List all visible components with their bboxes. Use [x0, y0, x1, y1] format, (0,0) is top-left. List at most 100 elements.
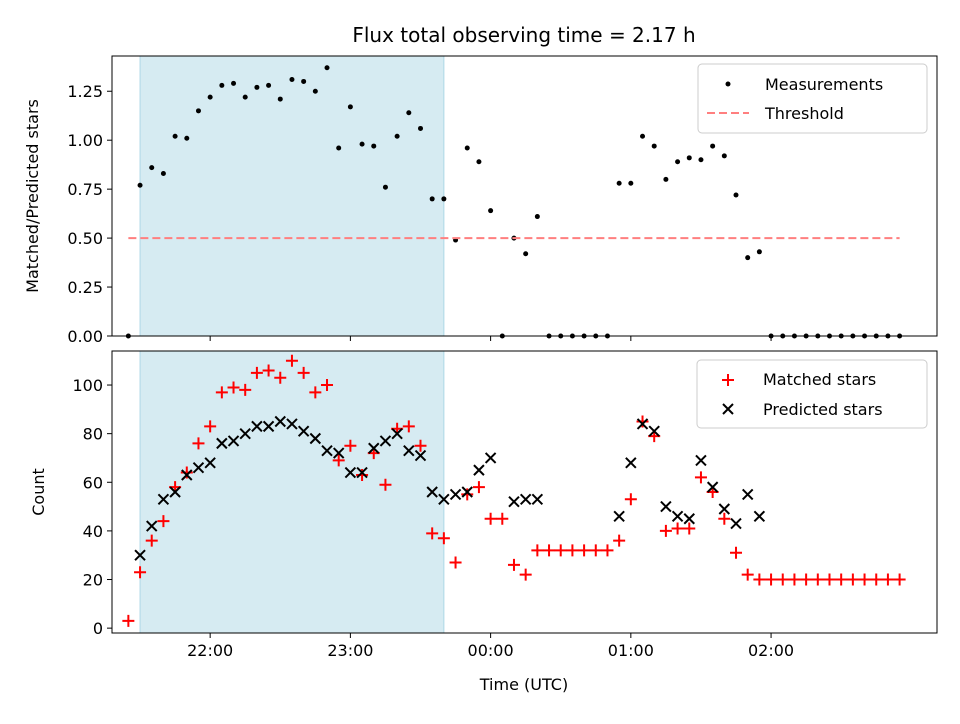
predicted-stars-point: [414, 449, 427, 462]
chart-title: Flux total observing time = 2.17 h: [352, 23, 695, 47]
bottom-observing-span: [139, 350, 445, 634]
matched-stars-point: [519, 568, 532, 581]
predicted-stars-point: [239, 427, 251, 440]
measurements-point: [359, 141, 365, 147]
legend-matched-marker: [722, 374, 734, 386]
matched-stars-point: [215, 386, 228, 399]
matched-stars-point: [332, 454, 345, 467]
measurements-point: [429, 196, 435, 202]
predicted-stars-point: [274, 415, 286, 428]
measurements-point: [616, 180, 622, 186]
legend-measurements-marker: [725, 81, 731, 87]
predicted-stars-point: [216, 437, 228, 450]
matched-stars-point: [554, 544, 567, 557]
matched-stars-point: [659, 524, 672, 537]
predicted-stars-point: [484, 452, 497, 464]
measurements-point: [651, 143, 657, 149]
matched-stars-point: [449, 556, 462, 569]
matched-stars-point: [870, 573, 883, 586]
matched-stars-point: [309, 386, 322, 399]
predicted-stars-point: [379, 435, 392, 447]
measurements-point: [160, 170, 166, 176]
predicted-stars-point: [332, 447, 345, 459]
predicted-stars-point: [368, 442, 380, 454]
matched-stars-point: [402, 420, 415, 433]
bottom-y-axis-label: Count: [29, 468, 48, 516]
measurements-point: [324, 65, 330, 71]
matched-stars-point: [730, 546, 743, 559]
measurements-point: [523, 251, 529, 257]
top-plot-frame: [111, 55, 938, 337]
predicted-stars-point: [671, 510, 684, 523]
predicted-stars-point: [344, 466, 357, 479]
measurements-point: [675, 159, 681, 165]
measurements-point: [172, 133, 178, 139]
top-y-tick-label: 1.00: [67, 131, 103, 150]
matched-stars-point: [613, 534, 626, 547]
top-y-tick-label: 0.75: [67, 180, 103, 199]
top-marks: [125, 65, 903, 339]
measurements-point: [242, 94, 248, 100]
measurements-point: [745, 255, 751, 261]
predicted-stars-point: [473, 464, 485, 476]
matched-stars-point: [589, 544, 602, 557]
matched-stars-point: [531, 544, 544, 557]
predicted-stars-point: [519, 493, 532, 506]
predicted-stars-point: [321, 444, 333, 457]
measurements-point: [628, 180, 634, 186]
top-observing-span: [139, 55, 445, 337]
measurements-point: [476, 159, 482, 165]
legend-predicted-marker: [722, 403, 734, 415]
bottom-y-tick-label: 0: [93, 619, 103, 638]
measurements-point: [184, 135, 190, 141]
measurements-point: [289, 76, 295, 82]
matched-stars-point: [437, 532, 450, 545]
matched-stars-point: [496, 512, 509, 525]
predicted-stars-point: [741, 488, 754, 501]
top-panel: 0.00 0.25 0.50 0.75 1.00 1.25 Matched/Predict…: [23, 55, 938, 346]
bottom-y-ticks: 0 20 40 60 80 100: [72, 376, 112, 638]
bottom-y-tick-label: 40: [83, 522, 103, 541]
top-y-axis-label: Matched/Predicted stars: [23, 99, 42, 293]
matched-stars-point: [776, 573, 789, 586]
matched-stars-point: [321, 379, 334, 392]
top-x-ticks: [209, 336, 772, 341]
bottom-y-tick-label: 60: [83, 473, 103, 492]
matched-stars-point: [741, 568, 754, 581]
legend-predicted-label: Predicted stars: [763, 400, 883, 419]
matched-stars-point: [543, 544, 556, 557]
bottom-panel: 22:00 23:00 00:00 01:00 02:00 0 20 40 60 80 100 C…: [29, 350, 938, 694]
predicted-stars-point: [625, 457, 637, 469]
measurements-point: [266, 82, 272, 88]
measurements-point: [733, 192, 739, 198]
matched-stars-point: [192, 437, 205, 450]
matched-stars-point: [624, 493, 637, 506]
bottom-x-tick-label: 01:00: [608, 641, 654, 660]
bottom-legend: Matched stars Predicted stars: [696, 359, 928, 429]
matched-stars-point: [578, 544, 591, 557]
measurements-point: [312, 88, 318, 94]
measurements-point: [756, 249, 762, 255]
bottom-x-tick-label: 23:00: [327, 641, 373, 660]
top-y-tick-label: 1.25: [67, 82, 103, 101]
measurements-point: [195, 108, 201, 114]
matched-stars-point: [379, 478, 392, 491]
matched-stars-point: [671, 522, 684, 535]
top-legend-frame: [697, 63, 928, 134]
measurements-point: [710, 143, 716, 149]
matched-stars-point: [800, 573, 813, 586]
measurements-point: [254, 84, 260, 90]
measurements-point: [219, 82, 225, 88]
predicted-stars-point: [262, 420, 275, 433]
predicted-stars-point: [695, 454, 707, 467]
bottom-x-ticks: 22:00 23:00 00:00 01:00 02:00: [187, 633, 794, 660]
predicted-stars-point: [157, 493, 170, 506]
predicted-stars-point: [461, 486, 473, 498]
matched-stars-point: [180, 466, 193, 479]
bottom-marks: [122, 354, 906, 627]
top-highlight-layer: [139, 55, 445, 337]
measurements-point: [698, 157, 704, 163]
predicted-stars-point: [134, 549, 146, 561]
legend-measurements-label: Measurements: [765, 75, 883, 94]
